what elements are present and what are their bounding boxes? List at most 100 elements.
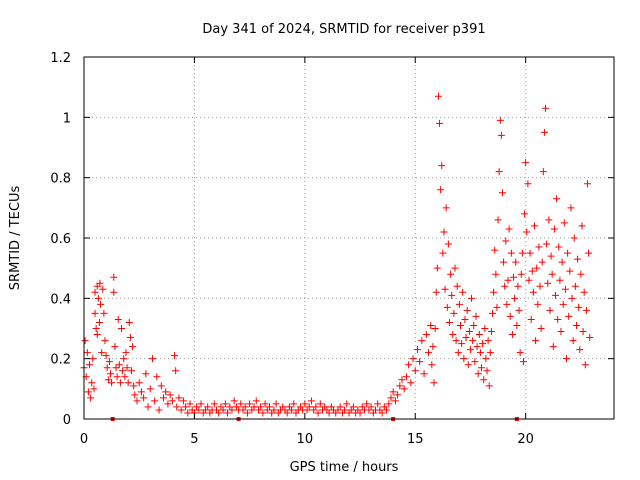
data-point (151, 397, 159, 405)
data-point (485, 382, 493, 390)
data-point (341, 406, 349, 414)
data-point (144, 403, 152, 411)
data-point (559, 300, 567, 308)
data-point (115, 361, 123, 369)
data-point (173, 403, 181, 411)
data-point (197, 400, 205, 408)
data-point (476, 349, 484, 357)
y-tick-label: 0.2 (50, 353, 71, 368)
data-point (466, 346, 474, 354)
data-point (469, 337, 477, 345)
data-point (398, 376, 406, 384)
data-point (123, 364, 131, 372)
data-point (450, 309, 458, 317)
data-point (482, 355, 490, 363)
data-point (119, 367, 127, 375)
data-point (444, 240, 452, 248)
grid-lines (84, 57, 614, 419)
data-point (100, 309, 108, 317)
data-point (463, 306, 471, 314)
data-point (494, 216, 502, 224)
data-point (84, 388, 92, 396)
data-point (261, 400, 269, 408)
data-point (259, 409, 267, 417)
data-point (288, 406, 296, 414)
data-point (464, 361, 472, 369)
data-point (121, 373, 129, 381)
data-point (535, 243, 543, 251)
data-point (519, 358, 527, 366)
data-point (506, 312, 514, 320)
data-point (120, 355, 128, 363)
data-point (574, 255, 582, 263)
data-point (114, 315, 122, 323)
data-point (459, 288, 467, 296)
data-point (471, 358, 479, 366)
data-point (554, 315, 562, 323)
data-point (497, 131, 505, 139)
data-point (557, 328, 565, 336)
y-tick-label: 0.6 (50, 232, 71, 247)
data-point (171, 352, 179, 360)
data-point (356, 409, 364, 417)
data-point (252, 397, 260, 405)
data-point (111, 343, 119, 351)
data-point (491, 246, 499, 254)
data-point (224, 409, 232, 417)
data-point (432, 288, 440, 296)
data-point (131, 391, 139, 399)
data-point (301, 400, 309, 408)
data-point (105, 358, 113, 366)
data-point (561, 285, 569, 293)
data-point (544, 279, 552, 287)
chart-title: Day 341 of 2024, SRMTID for receiver p39… (202, 22, 485, 37)
data-point (503, 300, 511, 308)
data-point (129, 343, 137, 351)
data-point (94, 294, 102, 302)
data-point (505, 225, 513, 233)
data-point (538, 258, 546, 266)
data-point (266, 403, 273, 411)
data-point (166, 391, 174, 399)
data-point (126, 334, 134, 342)
data-point (135, 379, 143, 387)
data-point (479, 340, 487, 348)
data-point (230, 397, 238, 405)
data-point (486, 349, 494, 357)
data-point (531, 222, 538, 230)
data-point (160, 394, 167, 402)
data-point (107, 370, 114, 378)
data-point (228, 406, 236, 414)
data-point (157, 382, 165, 390)
data-point (549, 343, 557, 351)
data-point (98, 349, 106, 357)
data-point (579, 328, 587, 336)
data-point (515, 306, 523, 314)
data-point (443, 303, 451, 311)
data-point (493, 303, 501, 311)
data-point (527, 315, 535, 323)
data-point (582, 306, 590, 314)
data-point (215, 409, 223, 417)
data-point (560, 219, 568, 227)
data-point (405, 361, 413, 369)
data-point (394, 391, 402, 399)
data-point (502, 237, 510, 245)
data-point (307, 397, 315, 405)
data-point (396, 382, 404, 390)
data-point (566, 267, 574, 275)
data-point (492, 270, 500, 278)
data-point (546, 306, 554, 314)
y-tick-label: 1.2 (50, 51, 71, 66)
data-point (490, 288, 498, 296)
data-point (489, 309, 497, 317)
data-point (118, 325, 126, 332)
data-point (577, 270, 585, 278)
data-point (548, 270, 556, 278)
data-point (458, 340, 466, 348)
data-point (510, 273, 518, 281)
data-point (448, 291, 456, 299)
data-point (237, 400, 245, 408)
data-point (572, 321, 580, 329)
data-point (101, 337, 109, 345)
